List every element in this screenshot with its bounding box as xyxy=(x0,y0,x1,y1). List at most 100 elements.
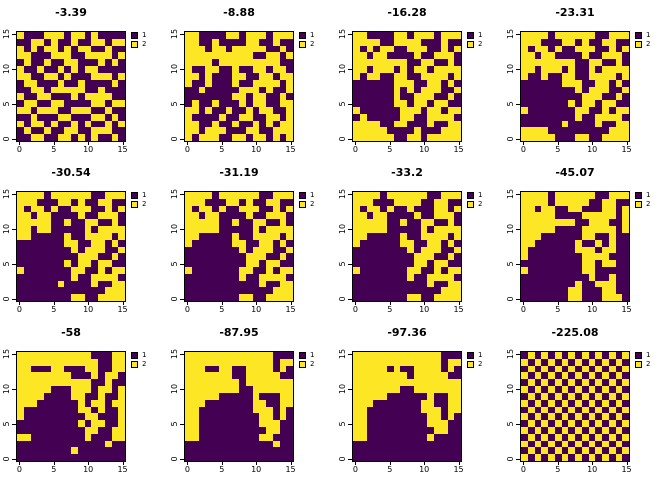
heatmap-cell xyxy=(359,120,367,128)
heatmap-cell xyxy=(198,134,206,141)
heatmap-cell xyxy=(427,280,434,288)
heatmap-cell xyxy=(91,106,98,114)
heatmap-cell xyxy=(393,280,401,288)
heatmap-cell xyxy=(252,365,260,373)
y-tick-label: 5 xyxy=(170,101,179,107)
heatmap-cell xyxy=(50,358,58,366)
heatmap-cell xyxy=(595,294,602,301)
heatmap-cell xyxy=(71,413,78,421)
heatmap-cell xyxy=(23,32,31,39)
heatmap-cell xyxy=(57,280,65,288)
heatmap-cell xyxy=(359,113,367,121)
heatmap-cell xyxy=(427,72,434,80)
heatmap-cell xyxy=(205,352,212,359)
heatmap-cell xyxy=(91,32,98,39)
heatmap-cell xyxy=(440,219,448,227)
heatmap-cell xyxy=(568,392,575,400)
heatmap-cell xyxy=(554,232,562,240)
heatmap-cell xyxy=(252,45,260,53)
heatmap-cell xyxy=(259,399,266,407)
heatmap-cell xyxy=(588,120,596,128)
heatmap-cell xyxy=(232,260,239,267)
heatmap-cell xyxy=(104,406,112,414)
heatmap-cell xyxy=(373,205,380,213)
heatmap-cell xyxy=(608,392,616,400)
heatmap-cell xyxy=(37,239,44,247)
heatmap-cell xyxy=(527,72,535,80)
heatmap-cell xyxy=(413,280,421,288)
heatmap-cell xyxy=(30,205,38,213)
heatmap-cell xyxy=(64,113,71,121)
heatmap-cell xyxy=(581,386,589,393)
heatmap-cell xyxy=(568,406,575,414)
heatmap-cell xyxy=(266,232,273,240)
heatmap-cell xyxy=(386,93,394,101)
heatmap-cell xyxy=(386,386,394,393)
y-tick-label: 5 xyxy=(506,421,515,427)
heatmap-cell xyxy=(245,365,253,373)
legend-label: 2 xyxy=(478,200,483,208)
heatmap-cell xyxy=(407,273,414,281)
heatmap-cell xyxy=(393,192,401,199)
heatmap-cell xyxy=(581,212,589,220)
heatmap-cell xyxy=(104,219,112,227)
heatmap-cell xyxy=(272,86,280,94)
y-tick-mark xyxy=(180,458,184,460)
heatmap-cell xyxy=(191,106,199,114)
heatmap-cell xyxy=(359,72,367,80)
heatmap-cell xyxy=(440,198,448,206)
x-tick-label: 5 xyxy=(219,145,225,154)
heatmap-cell xyxy=(191,440,199,448)
heatmap-cell xyxy=(44,413,51,421)
heatmap-cell xyxy=(17,205,24,213)
heatmap-cell xyxy=(198,219,206,227)
heatmap-cell xyxy=(185,72,192,80)
plot-title: -8.88 xyxy=(223,6,255,19)
heatmap-cell xyxy=(245,198,253,206)
heatmap-cell xyxy=(602,127,609,135)
heatmap-cell xyxy=(266,106,273,114)
heatmap-cell xyxy=(84,386,92,393)
heatmap-cell xyxy=(218,192,226,199)
heatmap-cell xyxy=(212,372,219,380)
heatmap-cell xyxy=(44,294,51,301)
heatmap-cell xyxy=(218,392,226,400)
heatmap-cell xyxy=(386,352,394,359)
heatmap-cell xyxy=(413,379,421,387)
heatmap-cell xyxy=(380,120,387,128)
heatmap-cell xyxy=(413,205,421,213)
heatmap-cell xyxy=(30,232,38,240)
legend-label: 2 xyxy=(310,40,315,48)
heatmap-cell xyxy=(595,447,602,455)
heatmap-cell xyxy=(434,406,441,414)
heatmap-cell xyxy=(104,226,112,233)
heatmap-cell xyxy=(272,372,280,380)
heatmap-cell xyxy=(615,372,623,380)
heatmap-cell xyxy=(118,294,125,301)
heatmap-cell xyxy=(118,372,125,380)
heatmap-cell xyxy=(198,93,206,101)
heatmap-cell xyxy=(57,134,65,141)
heatmap-cell xyxy=(98,93,105,101)
heatmap-cell xyxy=(245,192,253,199)
heatmap-cell xyxy=(279,205,287,213)
heatmap-cell xyxy=(427,386,434,393)
heatmap-cell xyxy=(407,365,414,373)
y-tick-mark xyxy=(348,194,352,196)
heatmap-cell xyxy=(23,379,31,387)
heatmap-cell xyxy=(393,426,401,434)
y-tick-label: 10 xyxy=(2,384,11,395)
heatmap-cell xyxy=(353,212,360,220)
heatmap-cell xyxy=(118,392,125,400)
heatmap-cell xyxy=(30,372,38,380)
x-tick-mark xyxy=(424,462,426,465)
heatmap-cell xyxy=(434,134,441,141)
heatmap-cell xyxy=(50,406,58,414)
heatmap-cell xyxy=(71,72,78,80)
heatmap-cell xyxy=(64,379,71,387)
heatmap-cell xyxy=(527,392,535,400)
heatmap-cell xyxy=(413,246,421,254)
heatmap-cell xyxy=(521,106,528,114)
heatmap-cell xyxy=(64,386,71,393)
heatmap-cell xyxy=(386,32,394,39)
